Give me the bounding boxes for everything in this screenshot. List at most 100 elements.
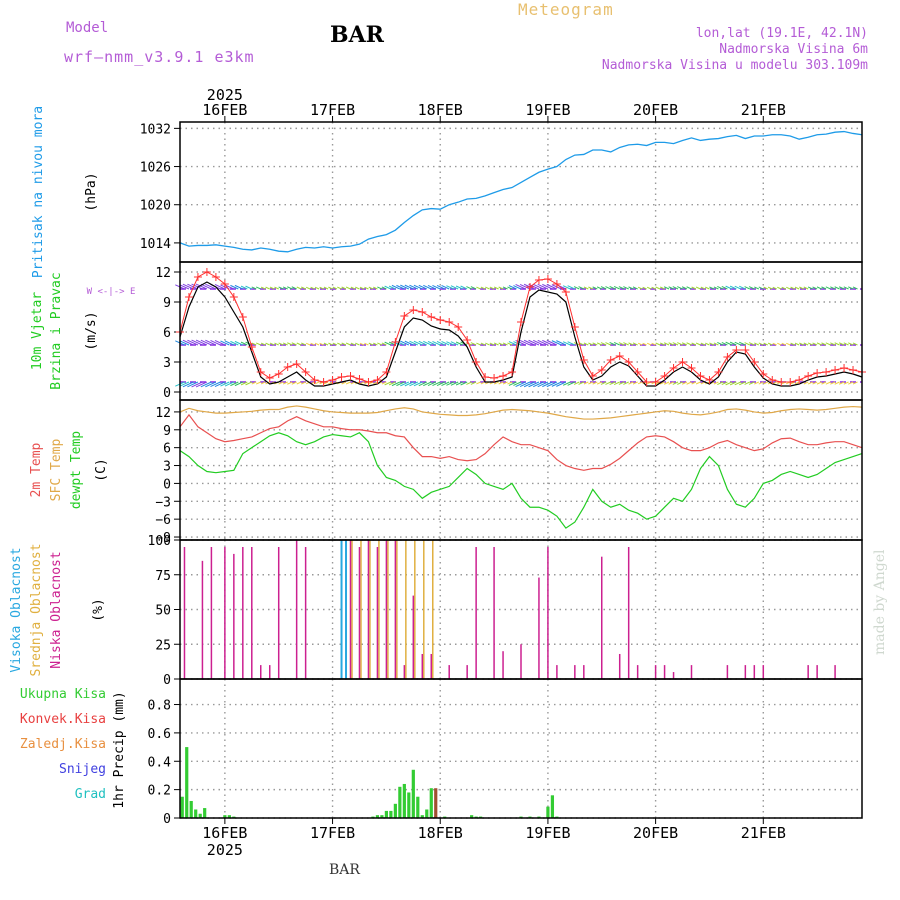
precip-legend-0: Ukupna Kisa [20, 687, 106, 702]
wind-barb [332, 342, 338, 346]
wind-gust-point [570, 323, 579, 331]
wind-barb [709, 342, 715, 346]
wind-barb [195, 283, 208, 290]
wind-barb [441, 285, 450, 290]
wind-barb [642, 286, 647, 290]
wind-barb [508, 381, 517, 386]
wind-barb [803, 381, 809, 385]
wind-gust-point [373, 376, 382, 384]
wind-barb [686, 381, 692, 385]
wind-barb [848, 286, 854, 290]
wind-barb [546, 339, 558, 346]
wind-gust-point [229, 293, 238, 301]
cloud-title-low: Niska Oblacnost [49, 551, 64, 668]
wind-barb [446, 381, 454, 386]
wind-barb [265, 286, 270, 290]
wind-gust-point [193, 273, 202, 281]
wind-barb [772, 286, 777, 290]
wind-gust-point [714, 368, 723, 376]
wind-barb [480, 286, 486, 290]
wind-barb [567, 285, 576, 290]
wind-barb [803, 342, 809, 346]
wind-barb [355, 286, 360, 290]
wind-barb [384, 285, 392, 290]
wind-barb [717, 381, 724, 386]
wind-barb [562, 341, 571, 346]
wind-barb [655, 286, 661, 290]
wind-barb [493, 381, 499, 385]
wind-barb [265, 342, 270, 346]
wind-gust-point [543, 275, 552, 283]
wind-barb [413, 340, 423, 346]
wind-barb [556, 381, 567, 387]
wind-barb [672, 342, 679, 346]
precip-total-bar [429, 788, 433, 818]
pressure-unit: (hPa) [84, 172, 99, 211]
wind-barb [600, 342, 607, 346]
wind-barb [830, 342, 836, 346]
wind-barb [725, 381, 733, 386]
precip-total-bar [411, 769, 415, 818]
wind-gust-point [732, 346, 741, 354]
wind-barb [725, 341, 733, 346]
wind-barb [632, 286, 638, 290]
wind-barb [668, 286, 674, 290]
precip-legend-1: Konvek.Kisa [20, 712, 106, 727]
wind-gust-point [202, 268, 211, 276]
wind-barb [245, 381, 252, 386]
wind-barb [605, 342, 611, 346]
precip-total-bar [194, 809, 198, 818]
wind-barb [460, 285, 468, 290]
wind-barb [224, 340, 235, 346]
wind-barb [717, 341, 724, 346]
wind-barb [537, 283, 549, 290]
wind-barb [314, 381, 320, 385]
x-label-bottom: 18FEB [418, 824, 463, 842]
wind-gust-point [624, 358, 633, 366]
wind-barb [384, 381, 392, 386]
y-tick-label: 1014 [140, 237, 171, 252]
wind-gust-point [508, 368, 517, 376]
wind-barb [659, 342, 665, 346]
y-tick-label: 12 [155, 406, 171, 421]
wind-barb [578, 286, 585, 290]
wind-barb [191, 339, 203, 346]
wind-title-2: Brzina i Pravac [49, 272, 64, 389]
station-elevation: Nadmorska Visina 6m [719, 42, 868, 57]
wind-gust-point [301, 368, 310, 376]
wind-barb [523, 381, 535, 388]
wind-barb [269, 286, 275, 290]
wind-barb [546, 381, 558, 388]
wind-barb [446, 285, 454, 290]
wind-gust-point [247, 343, 256, 351]
wind-barb [695, 286, 701, 290]
precip-total-bar [407, 792, 411, 818]
wind-barb [205, 381, 217, 388]
wind-barb [234, 381, 244, 387]
wind-barb [323, 286, 329, 290]
wind-barb [790, 286, 795, 290]
y-tick-label: 3 [163, 460, 171, 475]
wind-barb [677, 381, 683, 385]
model-name: wrf—nmm_v3.9.1 e3km [64, 48, 255, 66]
wind-barb [681, 342, 688, 346]
precip-total-bar [223, 815, 227, 818]
x-label-bottom: 19FEB [525, 824, 570, 842]
wind-barb [287, 342, 293, 346]
wind-gust-point [660, 372, 669, 380]
wind-barb [573, 381, 580, 385]
temp-title-sfc: SFC Temp [49, 439, 64, 502]
wind-barb [533, 283, 544, 290]
wind-barb [373, 381, 378, 385]
wind-barb [230, 381, 239, 387]
wind-barb [381, 381, 387, 385]
wind-barb [485, 342, 490, 346]
wind-barb [427, 284, 436, 290]
wind-barb [323, 342, 329, 346]
wind-barb [332, 286, 338, 290]
wind-barb [546, 283, 558, 290]
wind-barb [772, 381, 777, 385]
wind-gust-point [813, 369, 822, 377]
wind-barb [345, 381, 351, 385]
